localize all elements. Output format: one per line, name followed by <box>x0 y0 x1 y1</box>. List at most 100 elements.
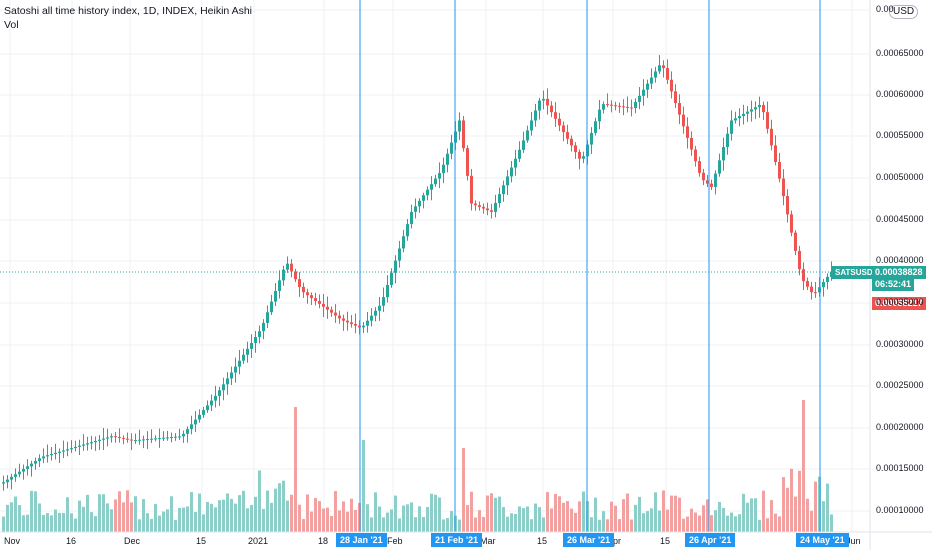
candle-body <box>218 390 221 396</box>
volume-bar <box>558 496 561 532</box>
candle-body <box>162 437 165 439</box>
candle-body <box>786 196 789 215</box>
candle-body <box>190 424 193 430</box>
candle-body <box>342 318 345 321</box>
volume-bar <box>290 494 293 532</box>
candle-body <box>222 384 225 391</box>
volume-bar <box>370 517 373 532</box>
volume-label: Vol <box>4 19 19 31</box>
volume-bar <box>62 512 65 532</box>
volume-bar <box>202 514 205 532</box>
volume-bar <box>450 511 453 532</box>
volume-bar <box>502 507 505 532</box>
volume-bar <box>654 492 657 532</box>
candle-body <box>258 331 261 338</box>
volume-bar <box>174 519 177 532</box>
volume-bar <box>114 499 117 532</box>
price-axis-label: 0.00030000 <box>876 339 924 349</box>
candle-body <box>774 145 777 163</box>
volume-bar <box>582 491 585 532</box>
volume-bar <box>570 508 573 532</box>
volume-bar <box>158 515 161 532</box>
volume-bar <box>142 499 145 532</box>
volume-bar <box>826 483 829 532</box>
candle-body <box>514 158 517 168</box>
volume-bar <box>330 515 333 532</box>
candle-body <box>398 248 401 261</box>
candle-body <box>470 175 473 204</box>
volume-bar <box>666 509 669 532</box>
volume-bar <box>94 516 97 532</box>
candle-body <box>610 104 613 106</box>
volume-bar <box>254 496 257 532</box>
volume-bar <box>34 491 37 532</box>
candle-body <box>210 400 213 406</box>
volume-bar <box>562 502 565 532</box>
volume-bar <box>338 510 341 532</box>
candle-body <box>546 98 549 106</box>
volume-bar <box>386 512 389 532</box>
candle-body <box>114 436 117 438</box>
candle-body <box>146 439 149 441</box>
volume-bar <box>774 513 777 532</box>
volume-bar <box>702 505 705 532</box>
time-axis-label: Mar <box>480 536 496 546</box>
candle-body <box>418 200 421 207</box>
candle-body <box>86 443 89 445</box>
currency-badge[interactable]: USD <box>889 5 919 19</box>
candle-body <box>702 172 705 181</box>
candle-body <box>814 292 817 294</box>
candle-body <box>262 322 265 332</box>
volume-bar <box>498 496 501 532</box>
candle-body <box>198 414 201 420</box>
volume-bar <box>542 517 545 532</box>
candle-body <box>46 455 49 457</box>
candle-body <box>754 107 757 110</box>
volume-bar <box>782 477 785 532</box>
volume-bar <box>478 510 481 532</box>
candle-body <box>38 458 41 461</box>
volume-bar <box>306 494 309 532</box>
candle-body <box>622 106 625 108</box>
volume-bar <box>618 519 621 532</box>
candle-body <box>662 65 665 69</box>
candle-body <box>134 440 137 442</box>
candle-body <box>194 419 197 425</box>
candle-body <box>506 176 509 186</box>
candle-body <box>110 436 113 438</box>
volume-bar <box>638 496 641 532</box>
price-axis-label: 0.00010000 <box>876 505 924 515</box>
volume-bar <box>250 504 253 532</box>
price-axis-label: 0.00065000 <box>876 48 924 58</box>
volume-bar <box>186 506 189 532</box>
candle-body <box>678 103 681 115</box>
last-price-tag: 0.00038828 <box>872 266 926 279</box>
candle-body <box>334 312 337 316</box>
candle-body <box>618 105 621 107</box>
candle-body <box>22 468 25 472</box>
candle-body <box>706 180 709 184</box>
candle-body <box>410 211 413 225</box>
candlesticks <box>2 54 833 491</box>
candle-body <box>138 439 141 441</box>
volume-bar <box>214 507 217 532</box>
volume-bar <box>234 503 237 532</box>
candle-body <box>350 322 353 325</box>
candle-body <box>154 438 157 440</box>
volume-bar <box>310 511 313 532</box>
volume-bar <box>102 494 105 532</box>
volume-bar <box>634 504 637 532</box>
candle-body <box>306 292 309 296</box>
candle-body <box>686 126 689 138</box>
chart-title: Satoshi all time history index, 1D, INDE… <box>4 5 253 17</box>
volume-bar <box>686 516 689 532</box>
candle-body <box>482 206 485 209</box>
candle-body <box>698 161 701 173</box>
time-axis-label: 15 <box>537 536 548 546</box>
volume-bar <box>278 483 281 532</box>
volume-bar <box>106 503 109 532</box>
candle-body <box>726 133 729 148</box>
volume-bar <box>394 495 397 532</box>
candle-body <box>594 121 597 133</box>
